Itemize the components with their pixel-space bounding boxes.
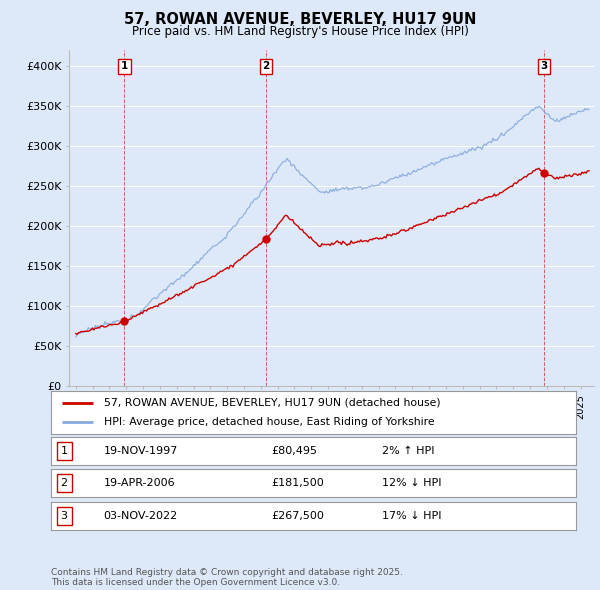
- Text: 17% ↓ HPI: 17% ↓ HPI: [382, 511, 441, 520]
- Text: Contains HM Land Registry data © Crown copyright and database right 2025.
This d: Contains HM Land Registry data © Crown c…: [51, 568, 403, 587]
- Text: 1: 1: [121, 61, 128, 71]
- Text: 2: 2: [61, 478, 68, 488]
- Text: £80,495: £80,495: [271, 446, 317, 455]
- Text: 57, ROWAN AVENUE, BEVERLEY, HU17 9UN: 57, ROWAN AVENUE, BEVERLEY, HU17 9UN: [124, 12, 476, 27]
- Text: 19-APR-2006: 19-APR-2006: [104, 478, 175, 488]
- Text: £267,500: £267,500: [271, 511, 325, 520]
- Text: 19-NOV-1997: 19-NOV-1997: [104, 446, 178, 455]
- Text: 03-NOV-2022: 03-NOV-2022: [104, 511, 178, 520]
- Text: HPI: Average price, detached house, East Riding of Yorkshire: HPI: Average price, detached house, East…: [104, 417, 434, 427]
- Text: Price paid vs. HM Land Registry's House Price Index (HPI): Price paid vs. HM Land Registry's House …: [131, 25, 469, 38]
- Text: £181,500: £181,500: [271, 478, 324, 488]
- Text: 1: 1: [61, 446, 68, 455]
- Text: 3: 3: [61, 511, 68, 520]
- Text: 2% ↑ HPI: 2% ↑ HPI: [382, 446, 434, 455]
- Text: 57, ROWAN AVENUE, BEVERLEY, HU17 9UN (detached house): 57, ROWAN AVENUE, BEVERLEY, HU17 9UN (de…: [104, 398, 440, 408]
- Text: 2: 2: [262, 61, 269, 71]
- Text: 12% ↓ HPI: 12% ↓ HPI: [382, 478, 441, 488]
- Text: 3: 3: [541, 61, 548, 71]
